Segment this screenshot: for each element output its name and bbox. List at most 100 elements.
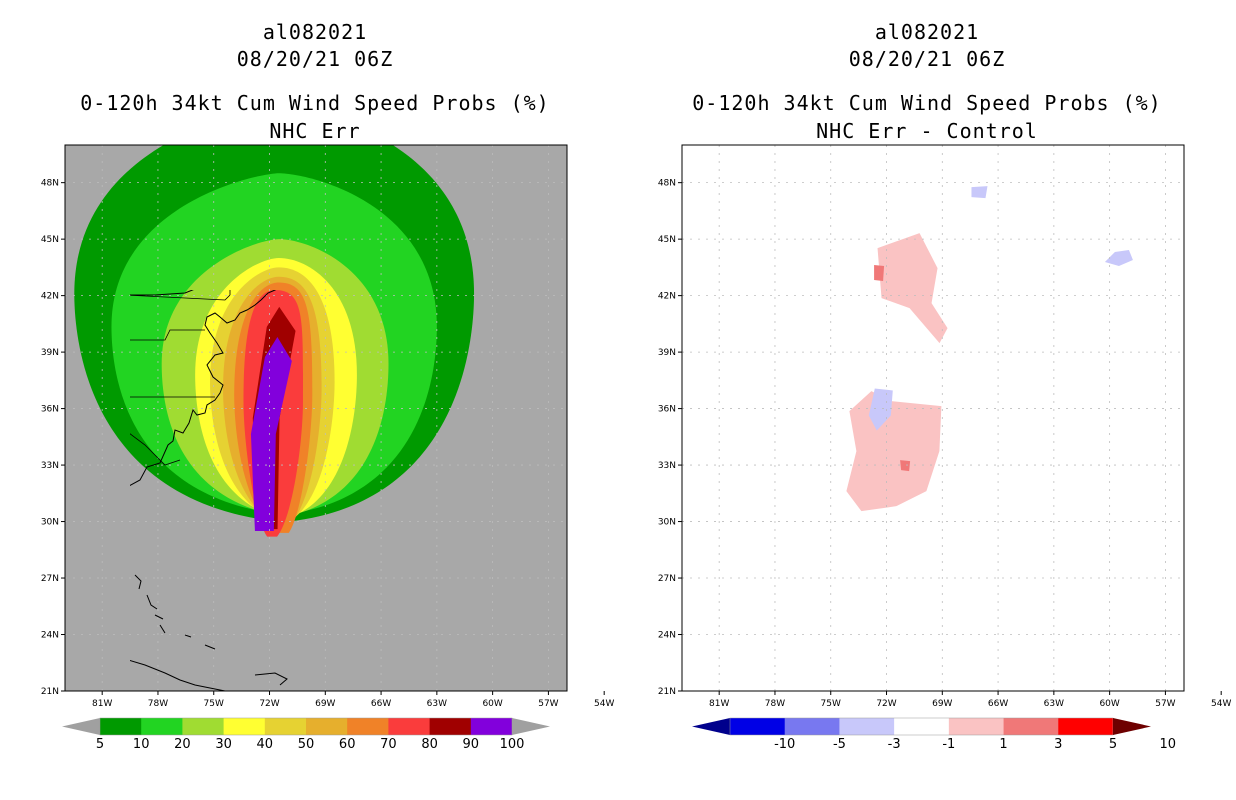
x-tick-label: 54W	[594, 699, 614, 709]
left-probability-bands	[74, 145, 475, 537]
colorbar-label: -1	[942, 737, 955, 752]
colorbar-high-arrow	[1113, 718, 1151, 735]
y-tick-label: 21N	[41, 687, 59, 697]
colorbar-segment	[306, 718, 348, 735]
x-tick-label: 81W	[709, 699, 729, 709]
y-tick-label: 27N	[41, 574, 59, 584]
colorbar-segment	[100, 718, 142, 735]
y-tick-label: 45N	[41, 235, 59, 245]
right-subtitle: NHC Err - Control	[816, 119, 1038, 143]
x-tick-label: 60W	[1099, 699, 1119, 709]
diff-region	[874, 265, 885, 282]
left-grid	[65, 145, 567, 691]
y-tick-label: 30N	[41, 518, 59, 528]
x-tick-label: 72W	[876, 699, 896, 709]
colorbar-label: -3	[888, 737, 901, 752]
colorbar-label: 10	[133, 737, 150, 752]
colorbar-label: 30	[215, 737, 232, 752]
colorbar-low-arrow	[62, 718, 100, 735]
colorbar-label: -5	[833, 737, 846, 752]
colorbar-segment	[141, 718, 183, 735]
right-storm-id: al082021	[874, 20, 980, 44]
y-tick-label: 39N	[41, 348, 59, 358]
y-tick-label: 48N	[41, 179, 59, 189]
colorbar-segment	[894, 718, 950, 735]
colorbar-label: 100	[500, 737, 525, 752]
diff-region	[868, 388, 893, 431]
left-panel: 81W 78W 75W 72W 69W 66W 63W 60W 57W 54W 48N 45N 42N 3…	[41, 144, 615, 752]
right-map-frame	[681, 144, 1185, 692]
colorbar-low-arrow	[692, 718, 730, 735]
colorbar-label: 10	[1159, 737, 1176, 752]
x-tick-label: 57W	[538, 699, 558, 709]
colorbar-label: 60	[339, 737, 356, 752]
x-tick-label: 75W	[204, 699, 224, 709]
diff-region	[846, 391, 942, 512]
x-tick-label: 78W	[765, 699, 785, 709]
y-tick-label: 42N	[41, 292, 59, 302]
y-tick-label: 24N	[41, 631, 59, 641]
x-tick-label: 81W	[92, 699, 112, 709]
left-map-frame	[64, 144, 568, 692]
colorbar-segment	[429, 718, 472, 735]
colorbar-segment	[839, 718, 895, 735]
diff-region	[971, 186, 988, 199]
left-title: 0-120h 34kt Cum Wind Speed Probs (%)	[80, 91, 550, 115]
right-colorbar: -10 -5 -3 -1 1 3 5 10	[692, 717, 1176, 752]
diff-region	[1104, 249, 1133, 266]
colorbar-label: 5	[96, 737, 104, 752]
colorbar-label: 5	[1109, 737, 1117, 752]
colorbar-segment	[470, 718, 513, 735]
colorbar-label: -10	[774, 737, 795, 752]
colorbar-segment	[1058, 718, 1114, 735]
right-grid	[682, 145, 1184, 691]
x-tick-label: 54W	[1211, 699, 1231, 709]
x-tick-label: 63W	[1044, 699, 1064, 709]
right-datetime: 08/20/21 06Z	[848, 47, 1006, 71]
right-panel: 81W 78W 75W 72W 69W 66W 63W 60W 57W 54W 48N 45N 42N 3…	[658, 144, 1232, 752]
x-tick-label: 75W	[821, 699, 841, 709]
x-tick-label: 63W	[427, 699, 447, 709]
colorbar-segment	[784, 718, 840, 735]
colorbar-label: 80	[421, 737, 438, 752]
colorbar-segment	[223, 718, 266, 735]
y-tick-label: 30N	[658, 518, 676, 528]
right-title: 0-120h 34kt Cum Wind Speed Probs (%)	[692, 91, 1162, 115]
left-colorbar: 5 10 20 30 40 50 60 70 80 90 100	[62, 717, 550, 752]
y-tick-label: 36N	[41, 405, 59, 415]
left-storm-id: al082021	[262, 20, 368, 44]
y-tick-label: 24N	[658, 631, 676, 641]
y-tick-label: 21N	[658, 687, 676, 697]
colorbar-high-arrow	[512, 718, 550, 735]
y-tick-label: 33N	[41, 461, 59, 471]
y-tick-label: 36N	[658, 405, 676, 415]
x-tick-label: 78W	[148, 699, 168, 709]
y-tick-label: 45N	[658, 235, 676, 245]
right-axis-labels: 81W 78W 75W 72W 69W 66W 63W 60W 57W 54W 48N 45N 42N 3…	[658, 179, 1232, 709]
x-tick-label: 66W	[371, 699, 391, 709]
y-tick-label: 27N	[658, 574, 676, 584]
x-tick-label: 66W	[988, 699, 1008, 709]
diff-region	[877, 233, 948, 344]
colorbar-segment	[347, 718, 389, 735]
colorbar-segment	[948, 718, 1005, 735]
y-tick-label: 42N	[658, 292, 676, 302]
x-tick-label: 60W	[482, 699, 502, 709]
x-tick-label: 72W	[259, 699, 279, 709]
left-axis-labels: 81W 78W 75W 72W 69W 66W 63W 60W 57W 54W 48N 45N 42N 3…	[41, 179, 615, 709]
left-datetime: 08/20/21 06Z	[236, 47, 394, 71]
right-difference-regions	[846, 186, 1133, 512]
colorbar-label: 3	[1054, 737, 1062, 752]
x-tick-label: 69W	[932, 699, 952, 709]
colorbar-label: 70	[380, 737, 397, 752]
y-tick-label: 39N	[658, 348, 676, 358]
colorbar-label: 50	[298, 737, 315, 752]
y-tick-label: 33N	[658, 461, 676, 471]
colorbar-label: 20	[174, 737, 191, 752]
colorbar-segment	[388, 718, 431, 735]
prob-band-90-100	[250, 337, 292, 531]
left-subtitle: NHC Err	[269, 119, 361, 143]
x-tick-label: 69W	[315, 699, 335, 709]
colorbar-label: 40	[257, 737, 274, 752]
